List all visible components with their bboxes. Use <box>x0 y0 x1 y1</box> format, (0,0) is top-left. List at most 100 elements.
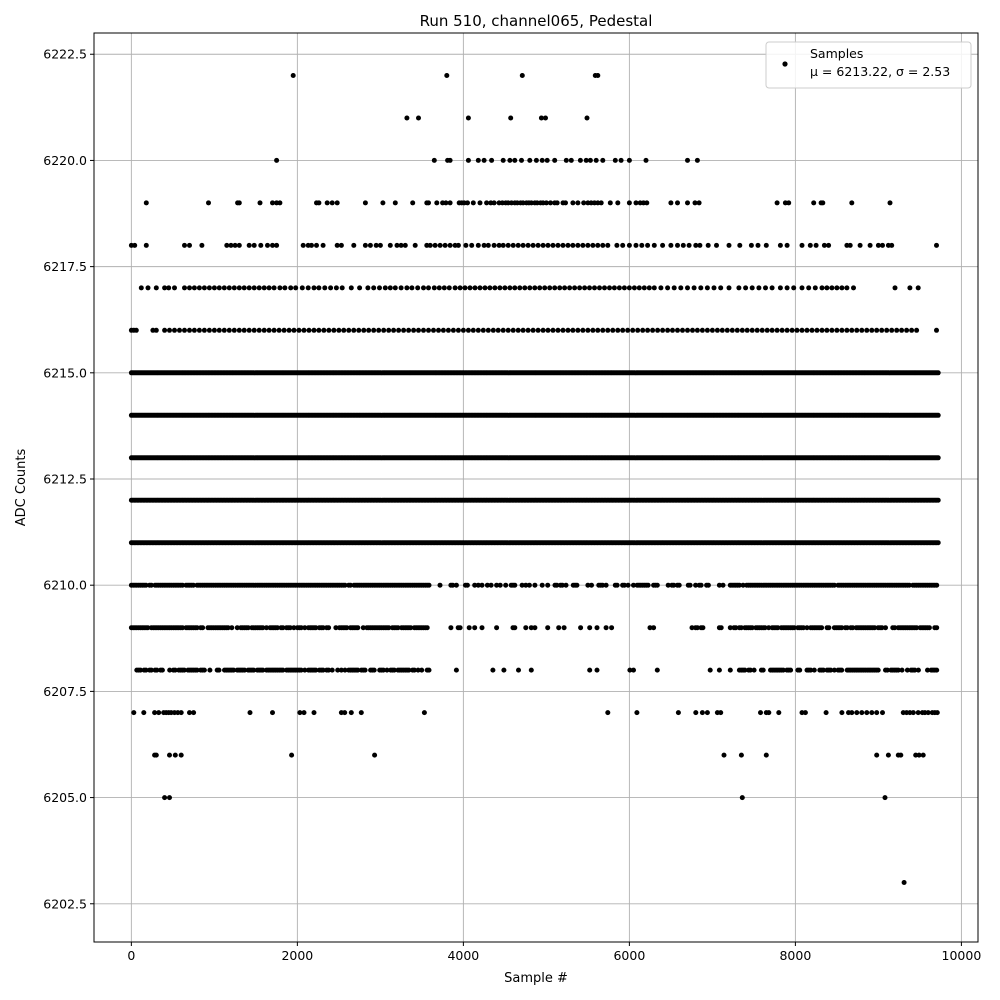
data-point <box>261 285 267 291</box>
data-point <box>690 327 695 333</box>
data-point <box>548 200 553 206</box>
data-point <box>178 710 184 716</box>
data-point <box>386 327 392 333</box>
data-point <box>847 242 853 248</box>
data-point <box>763 285 768 291</box>
data-point <box>335 667 341 673</box>
data-point <box>512 285 518 291</box>
data-point <box>387 285 393 291</box>
data-point <box>510 242 516 248</box>
data-point <box>926 625 932 631</box>
data-point <box>887 200 893 206</box>
data-point <box>742 667 748 673</box>
data-point <box>251 667 257 673</box>
data-point <box>874 327 880 333</box>
data-point <box>542 285 548 291</box>
data-point <box>436 327 441 333</box>
data-point <box>187 285 192 291</box>
data-point <box>320 625 326 631</box>
data-point <box>729 327 735 333</box>
data-point <box>775 625 781 631</box>
data-point <box>143 582 149 588</box>
data-point <box>889 242 895 248</box>
data-point <box>485 242 491 248</box>
data-point <box>178 752 184 758</box>
data-point <box>455 242 461 248</box>
data-point <box>565 327 571 333</box>
data-point <box>311 327 317 333</box>
data-point <box>132 242 138 248</box>
data-point <box>759 327 765 333</box>
data-point <box>431 285 437 291</box>
data-point <box>519 73 525 78</box>
data-point <box>447 157 453 163</box>
data-point <box>441 285 447 291</box>
data-point <box>508 115 514 121</box>
data-point <box>600 242 606 248</box>
data-point <box>694 327 700 333</box>
data-point <box>693 710 699 716</box>
data-point <box>804 625 810 631</box>
data-point <box>562 285 568 291</box>
data-point <box>834 327 840 333</box>
data-point <box>849 710 855 716</box>
data-point <box>537 285 543 291</box>
data-point <box>839 625 845 631</box>
data-point <box>607 200 613 206</box>
data-point <box>291 327 297 333</box>
data-point <box>600 157 606 163</box>
data-point <box>465 115 471 121</box>
data-point <box>392 200 398 206</box>
data-point <box>274 157 280 163</box>
data-point <box>380 200 386 206</box>
data-point <box>190 582 196 588</box>
data-point <box>904 327 910 333</box>
data-point <box>432 242 438 248</box>
data-point <box>271 327 277 333</box>
data-point <box>344 625 350 631</box>
data-point <box>156 710 162 716</box>
data-point <box>647 625 653 631</box>
data-point <box>477 285 483 291</box>
data-point <box>685 200 690 206</box>
data-point <box>528 625 534 631</box>
data-point <box>242 667 248 673</box>
data-point <box>884 667 890 673</box>
plot-frame <box>93 32 979 943</box>
data-point <box>854 327 860 333</box>
data-point <box>603 625 609 631</box>
data-point <box>651 625 657 631</box>
data-point <box>644 200 650 206</box>
data-point <box>300 242 306 248</box>
data-point <box>148 667 154 673</box>
data-point <box>640 327 646 333</box>
data-point <box>587 625 593 631</box>
data-point <box>479 625 485 631</box>
data-point <box>577 157 583 163</box>
data-point <box>776 710 782 716</box>
data-point <box>532 625 538 631</box>
data-point <box>484 582 490 588</box>
data-point <box>875 667 881 673</box>
data-point <box>883 625 888 631</box>
data-point <box>221 285 227 291</box>
data-point <box>200 625 206 631</box>
data-point <box>216 667 222 673</box>
data-point <box>748 242 754 248</box>
data-point <box>324 200 330 206</box>
legend-marker <box>782 61 788 67</box>
data-point <box>153 285 159 291</box>
data-point <box>934 667 940 673</box>
data-point <box>899 667 905 673</box>
data-point <box>424 625 430 631</box>
data-point <box>555 242 561 248</box>
data-point <box>758 710 763 716</box>
data-point <box>404 285 410 291</box>
data-point <box>916 752 922 758</box>
data-point <box>416 115 421 121</box>
data-point <box>570 242 576 248</box>
data-point <box>475 582 481 588</box>
data-point <box>602 285 607 291</box>
data-point <box>594 667 600 673</box>
data-point <box>749 625 755 631</box>
